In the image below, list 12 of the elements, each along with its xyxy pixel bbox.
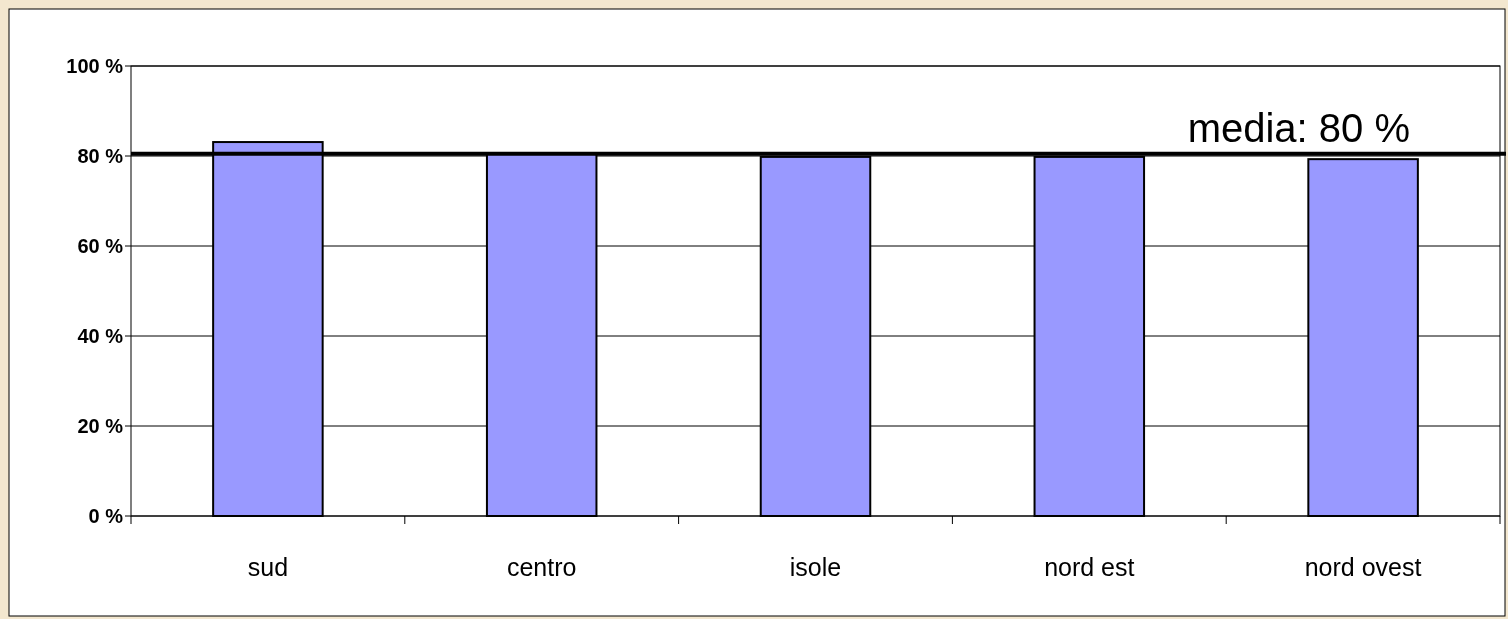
x-tick-label: nord ovest [1304,553,1422,581]
x-tick-label: sud [247,553,289,581]
x-tick-label: nord est [1044,553,1135,581]
ref-line-label: media: 80 % [1187,105,1410,150]
x-tick-label: isole [789,553,842,581]
y-tick-label: 0 % [88,505,124,527]
y-tick-label: 20 % [77,415,124,437]
y-tick-label: 40 % [77,325,124,347]
x-tick-label: centro [506,553,577,581]
y-tick-label: 80 % [77,145,124,167]
y-tick-label: 100 % [66,55,124,77]
y-tick-label: 60 % [77,235,124,257]
